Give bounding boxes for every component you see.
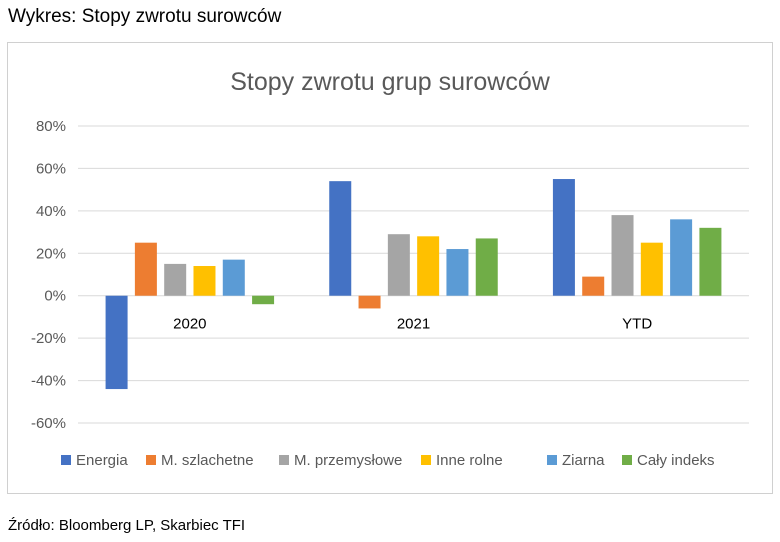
y-tick-label: -60% xyxy=(31,415,66,432)
legend-label: M. przemysłowe xyxy=(294,452,402,469)
legend-label: M. szlachetne xyxy=(161,452,254,469)
legend-label: Energia xyxy=(76,452,128,469)
legend-swatch xyxy=(61,455,71,465)
x-category-label: YTD xyxy=(622,316,652,333)
bar-m-przemysłowe-2020 xyxy=(164,263,187,296)
bar-cały-indeks-2020 xyxy=(252,295,275,305)
bar-inne-rolne-2021 xyxy=(417,236,440,296)
bar-energia-2020 xyxy=(105,295,128,390)
legend-swatch xyxy=(421,455,431,465)
x-category-label: 2020 xyxy=(173,316,206,333)
bar-chart: Stopy zwrotu grup surowców 80% 60% 40% 20% 0… xyxy=(31,68,749,469)
bar-ziarna-ytd xyxy=(670,219,693,296)
legend-swatch xyxy=(279,455,289,465)
y-tick-label: -20% xyxy=(31,330,66,347)
legend-swatch xyxy=(622,455,632,465)
legend-label: Ziarna xyxy=(562,452,605,469)
y-tick-label: 40% xyxy=(36,203,66,220)
bar-inne-rolne-ytd xyxy=(640,242,663,296)
y-tick-label: 80% xyxy=(36,118,66,135)
source-note: Źródło: Bloomberg LP, Skarbiec TFI xyxy=(8,517,246,534)
bar-m-przemysłowe-2021 xyxy=(387,234,410,296)
y-tick-label: -40% xyxy=(31,373,66,390)
bar-m-szlachetne-2021 xyxy=(358,295,381,309)
bar-ziarna-2020 xyxy=(222,259,245,296)
bar-ziarna-2021 xyxy=(446,249,469,296)
y-tick-label: 60% xyxy=(36,160,66,177)
bar-cały-indeks-2021 xyxy=(475,238,498,296)
x-category-label: 2021 xyxy=(397,316,430,333)
bar-energia-2021 xyxy=(329,181,352,296)
bar-m-przemysłowe-ytd xyxy=(611,215,634,296)
bar-m-szlachetne-ytd xyxy=(582,276,605,296)
bar-inne-rolne-2020 xyxy=(193,266,216,296)
legend-swatch xyxy=(146,455,156,465)
page-heading: Wykres: Stopy zwrotu surowców xyxy=(8,6,282,27)
legend-label: Cały indeks xyxy=(637,452,715,469)
chart-title: Stopy zwrotu grup surowców xyxy=(230,68,551,96)
y-tick-label: 20% xyxy=(36,245,66,262)
legend-swatch xyxy=(547,455,557,465)
bar-energia-ytd xyxy=(552,179,575,296)
legend-label: Inne rolne xyxy=(436,452,503,469)
y-tick-label: 0% xyxy=(44,288,66,305)
chart-frame: Stopy zwrotu grup surowców 80% 60% 40% 20% 0… xyxy=(7,42,773,494)
bar-cały-indeks-ytd xyxy=(699,227,722,296)
bar-m-szlachetne-2020 xyxy=(134,242,157,296)
